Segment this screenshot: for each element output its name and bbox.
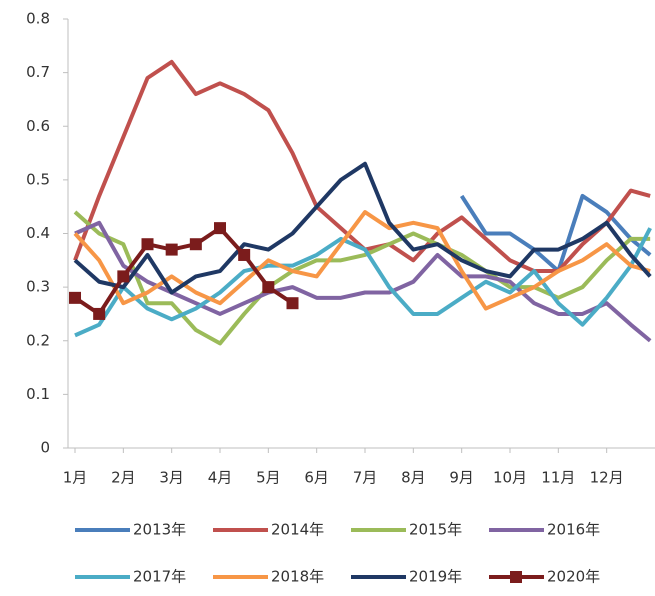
y-tick-label: 0.6: [26, 117, 50, 135]
legend-label: 2015年: [409, 521, 462, 539]
series-marker: [189, 238, 202, 251]
series-marker: [69, 291, 82, 304]
series-marker: [262, 281, 275, 294]
x-tick-label: 9月: [449, 469, 474, 487]
series-marker: [238, 248, 251, 261]
series-marker: [93, 307, 106, 320]
series-line: [73, 210, 651, 311]
x-tick-label: 7月: [353, 469, 378, 487]
x-tick-label: 10月: [493, 469, 527, 487]
x-tick-label: 2月: [111, 469, 136, 487]
series-marker: [141, 238, 154, 251]
y-tick-label: 0: [40, 439, 50, 457]
legend-label: 2016年: [547, 521, 600, 539]
y-tick-label: 0.3: [26, 278, 50, 296]
x-tick-label: 4月: [208, 469, 233, 487]
series-marker: [286, 297, 299, 310]
legend-label: 2013年: [133, 521, 186, 539]
series-line: [73, 210, 651, 346]
legend-marker: [510, 571, 522, 583]
legend-label: 2014年: [271, 521, 324, 539]
x-tick-label: 12月: [590, 469, 624, 487]
x-tick-label: 6月: [304, 469, 329, 487]
y-tick-label: 0.7: [26, 63, 50, 81]
x-tick-label: 8月: [401, 469, 426, 487]
x-tick-label: 5月: [256, 469, 281, 487]
series-line: [74, 227, 652, 338]
series-marker: [165, 243, 178, 256]
legend-label: 2020年: [547, 568, 600, 586]
legend-label: 2017年: [133, 568, 186, 586]
x-tick-label: 11月: [541, 469, 575, 487]
series-marker: [117, 270, 130, 283]
y-tick-label: 0.2: [26, 331, 50, 349]
y-tick-label: 0.8: [26, 10, 50, 28]
legend-label: 2019年: [409, 568, 462, 586]
y-tick-label: 0.4: [26, 224, 50, 242]
y-tick-label: 0.5: [26, 170, 50, 188]
series-line: [73, 226, 294, 316]
legend-label: 2018年: [271, 568, 324, 586]
y-tick-label: 0.1: [26, 385, 50, 403]
x-tick-label: 3月: [159, 469, 184, 487]
series-line: [73, 161, 652, 295]
series-marker: [214, 222, 227, 235]
x-tick-label: 1月: [63, 469, 88, 487]
